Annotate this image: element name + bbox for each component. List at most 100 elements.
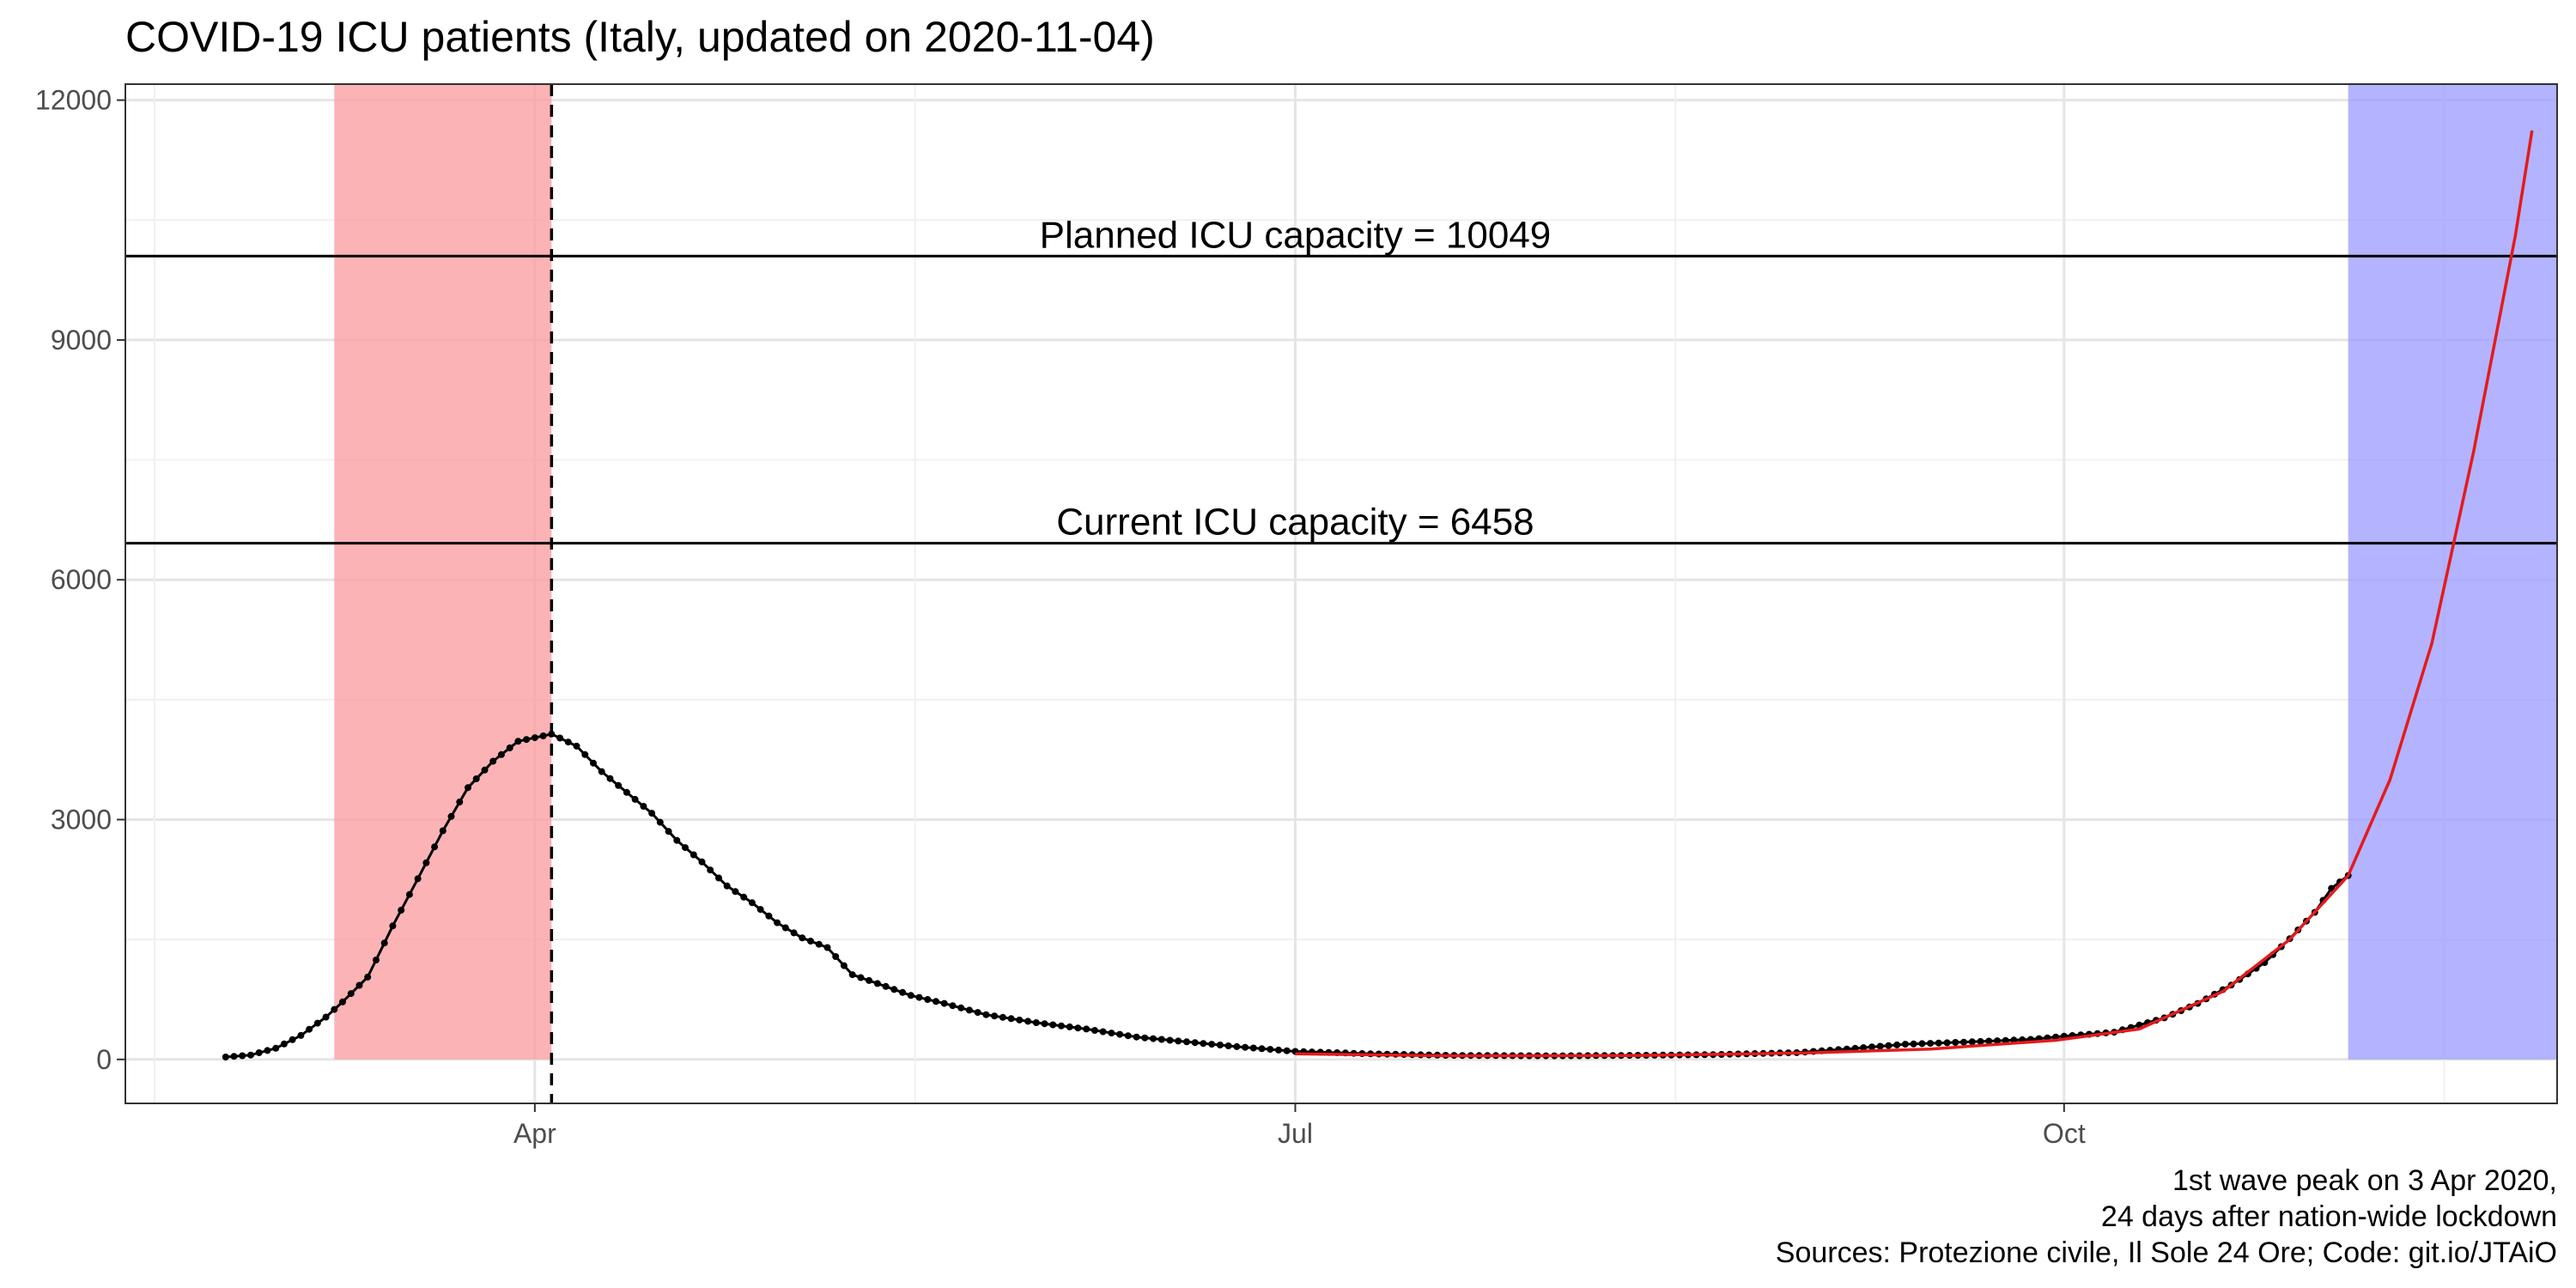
data-point <box>1876 1042 1884 1050</box>
data-point <box>781 924 789 932</box>
data-point <box>1099 1028 1107 1036</box>
chart-title: COVID-19 ICU patients (Italy, updated on… <box>125 13 1155 61</box>
data-point <box>564 738 572 746</box>
data-point <box>539 732 547 739</box>
data-point <box>682 844 689 852</box>
data-point <box>974 1009 981 1017</box>
data-point <box>790 929 798 937</box>
data-point <box>280 1040 288 1048</box>
x-tick-label: Jul <box>1278 1118 1313 1149</box>
data-point <box>1960 1038 1967 1046</box>
data-point <box>698 858 706 866</box>
shaded-region-0 <box>334 82 552 1060</box>
data-point <box>715 874 722 882</box>
capacity-lines: Planned ICU capacity = 10049 Current ICU … <box>125 214 2557 545</box>
data-point <box>313 1019 321 1027</box>
data-point <box>1157 1036 1165 1043</box>
data-point <box>1927 1040 1935 1048</box>
data-point <box>422 859 430 866</box>
data-point <box>355 981 363 989</box>
data-point <box>306 1025 313 1033</box>
x-tick-label: Oct <box>2043 1118 2086 1149</box>
data-point <box>1893 1041 1901 1048</box>
shaded-region-1 <box>2348 82 2557 1060</box>
data-point <box>832 953 840 960</box>
data-point <box>999 1013 1006 1021</box>
data-point <box>748 899 756 907</box>
data-point <box>339 998 346 1005</box>
data-point <box>523 736 531 744</box>
capacity-label-1: Current ICU capacity = 6458 <box>1056 501 1534 544</box>
y-tick-label: 3000 <box>51 805 112 835</box>
data-point <box>1041 1020 1048 1028</box>
x-tick-label: Apr <box>513 1118 556 1149</box>
caption-sources: Sources: Protezione civile, Il Sole 24 O… <box>1775 1236 2557 1269</box>
data-point <box>456 799 464 805</box>
data-point <box>1258 1045 1266 1053</box>
y-tick-label: 12000 <box>35 85 112 116</box>
data-point <box>924 996 932 1003</box>
data-point <box>890 986 898 993</box>
data-point <box>239 1052 246 1060</box>
data-point <box>815 940 823 948</box>
data-point <box>1141 1034 1149 1042</box>
data-point <box>673 836 681 844</box>
data-point <box>866 976 873 984</box>
data-point <box>1091 1027 1098 1034</box>
data-point <box>965 1006 973 1014</box>
axes: 0 3000 6000 9000 12000 Apr Jul Oct <box>35 85 2086 1149</box>
data-point <box>581 750 589 758</box>
data-point <box>1918 1040 1926 1048</box>
data-point <box>723 882 731 890</box>
data-point <box>405 890 413 898</box>
plot-border <box>125 83 2558 1104</box>
data-point <box>665 828 672 835</box>
data-point <box>398 907 405 914</box>
data-point <box>1216 1042 1224 1048</box>
data-point <box>873 980 881 987</box>
y-tick-label: 0 <box>96 1044 112 1075</box>
data-point <box>347 990 355 998</box>
data-point <box>940 999 948 1007</box>
data-point <box>272 1044 280 1052</box>
data-point <box>380 939 388 947</box>
data-point <box>222 1054 229 1060</box>
data-point <box>465 784 471 792</box>
data-point <box>1208 1041 1216 1048</box>
data-point <box>1283 1047 1291 1054</box>
data-point <box>823 944 831 951</box>
data-point <box>857 974 865 981</box>
data-point <box>623 788 630 796</box>
data-point <box>957 1004 965 1012</box>
data-point <box>297 1031 305 1039</box>
data-point <box>606 775 614 782</box>
caption-peak-note: 1st wave peak on 3 Apr 2020, <box>2172 1164 2557 1197</box>
data-point <box>1968 1038 1976 1046</box>
data-point <box>1901 1041 1909 1048</box>
data-point <box>389 922 397 930</box>
data-point <box>640 803 647 810</box>
data-point <box>289 1036 296 1043</box>
data-point <box>1935 1039 1942 1047</box>
caption-lockdown-note: 24 days after nation-wide lockdown <box>2100 1200 2557 1233</box>
data-point <box>1985 1037 1993 1045</box>
data-point <box>690 851 697 859</box>
data-point <box>1994 1037 2001 1045</box>
shaded-regions <box>334 82 2557 1060</box>
data-point <box>1200 1040 1207 1048</box>
data-point <box>531 734 538 742</box>
data-point <box>915 993 923 1001</box>
data-point <box>590 759 597 767</box>
data-point <box>732 888 739 896</box>
data-point <box>1249 1044 1257 1052</box>
data-point <box>230 1053 238 1060</box>
data-point <box>1224 1042 1232 1049</box>
data-point <box>331 1005 338 1013</box>
data-point <box>1133 1033 1140 1041</box>
data-point <box>740 893 748 901</box>
data-point <box>1032 1019 1040 1026</box>
data-point <box>573 742 580 750</box>
data-point <box>656 818 664 826</box>
data-point <box>1191 1039 1199 1047</box>
